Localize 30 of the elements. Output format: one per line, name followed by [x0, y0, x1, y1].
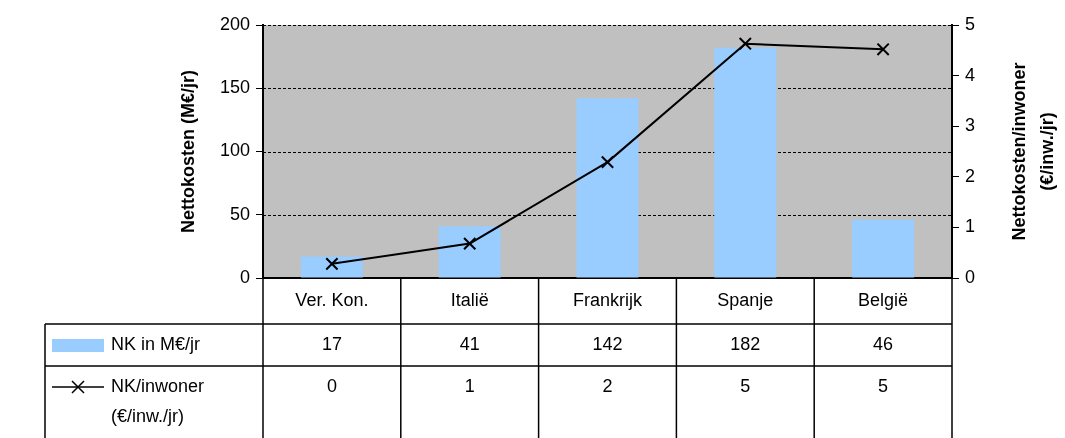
y-axis-title: Nettokosten (M€/jr) [177, 69, 198, 234]
y-tick-label: 100 [219, 140, 250, 161]
y2-tick-label: 5 [965, 13, 976, 34]
data-label: 142 [592, 333, 623, 354]
x-tick-label: Italië [450, 289, 489, 310]
y2-tick-label: 0 [965, 266, 976, 287]
x-tick-label: Frankrijk [572, 289, 643, 310]
y-tick-label: 50 [229, 203, 250, 224]
y-tick-label: 200 [219, 13, 250, 34]
y2-tick-label: 3 [965, 115, 976, 136]
y-tick-label: 150 [219, 77, 250, 98]
legend-label: NK in M€/jr [111, 333, 201, 354]
data-label: 5 [878, 375, 889, 396]
y2-axis-title: Nettokosten/inwoner (€/inw./jr) [1008, 62, 1057, 241]
y2-tick-label: 4 [965, 64, 976, 85]
data-label: 1 [464, 375, 475, 396]
data-label: 41 [459, 333, 480, 354]
data-label: 5 [740, 375, 751, 396]
legend-label: NK/inwoner (€/inw./jr) [111, 375, 205, 426]
y2-tick-label: 1 [965, 216, 976, 237]
data-label: 2 [602, 375, 613, 396]
x-tick-label: Ver. Kon. [295, 289, 369, 310]
x-tick-label: België [858, 289, 909, 310]
y-tick-label: 0 [239, 266, 250, 287]
data-label: 182 [730, 333, 761, 354]
data-label: 0 [326, 375, 337, 396]
y2-tick-label: 2 [965, 165, 976, 186]
data-label: 46 [873, 333, 894, 354]
data-label: 17 [321, 333, 342, 354]
x-tick-label: Spanje [717, 289, 774, 310]
